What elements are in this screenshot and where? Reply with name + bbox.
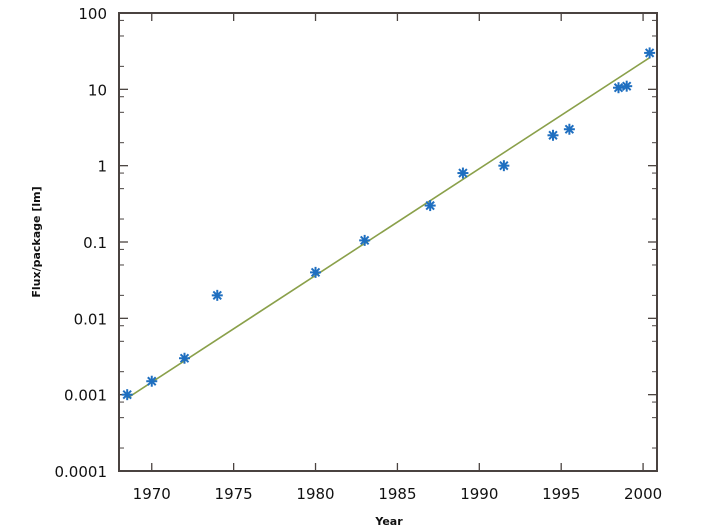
x-tick-label: 1995 (542, 485, 580, 503)
y-axis-title: Flux/package [lm] (30, 186, 43, 297)
data-point-asterisk-icon (211, 289, 223, 301)
data-point-asterisk-icon (498, 160, 510, 172)
y-tick-label: 100 (78, 5, 107, 23)
y-axis-tick-labels: 100 10 1 0.1 0.01 0.001 0.0001 (55, 5, 108, 481)
data-point-asterisk-icon (613, 82, 625, 94)
x-axis-tick-labels: 1970 1975 1980 1985 1990 1995 2000 (133, 485, 663, 503)
x-tick-label: 1970 (133, 485, 171, 503)
x-tick-label: 1990 (460, 485, 498, 503)
data-point-asterisk-icon (547, 129, 559, 141)
x-tick-label: 1980 (296, 485, 334, 503)
data-point-asterisk-icon (424, 200, 436, 212)
x-axis-title: Year (374, 515, 403, 528)
fit-line-path (126, 56, 651, 399)
y-tick-label: 10 (88, 81, 107, 99)
major-ticks (119, 12, 657, 472)
data-point-asterisk-icon (121, 389, 133, 401)
data-point-asterisk-icon (644, 47, 656, 59)
data-markers (121, 47, 656, 401)
data-point-asterisk-icon (310, 266, 322, 278)
x-tick-label: 2000 (624, 485, 662, 503)
plot-area-frame (118, 12, 658, 472)
data-point-asterisk-icon (359, 234, 371, 246)
x-tick-label: 1975 (215, 485, 253, 503)
x-tick-label: 1985 (378, 485, 416, 503)
y-tick-label: 0.001 (64, 387, 107, 405)
y-tick-label: 0.0001 (55, 463, 108, 481)
data-point-asterisk-icon (146, 375, 158, 387)
data-point-asterisk-icon (621, 80, 633, 92)
data-point-asterisk-icon (179, 352, 191, 364)
y-tick-label: 1 (97, 158, 107, 176)
data-point-asterisk-icon (563, 123, 575, 135)
plot-border (118, 12, 658, 472)
fit-line (126, 56, 651, 399)
y-tick-label: 0.1 (83, 234, 107, 252)
data-point-asterisk-icon (457, 167, 469, 179)
minor-ticks (119, 19, 657, 449)
y-tick-label: 0.01 (74, 310, 107, 328)
